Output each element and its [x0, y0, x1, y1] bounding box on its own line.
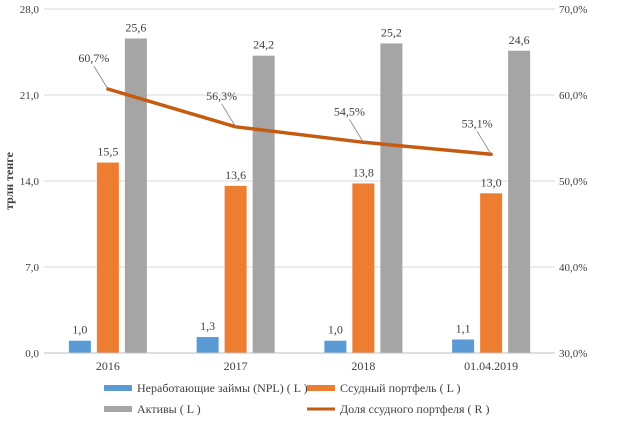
bar: [124, 38, 147, 353]
bar-value-label: 25,2: [381, 25, 402, 39]
legend-swatch: [307, 385, 335, 391]
line-value-label: 54,5%: [334, 104, 365, 118]
bar-value-label: 13,6: [225, 168, 246, 182]
line-label-leader: [476, 131, 492, 155]
y-tick-label-right: 40,0%: [559, 262, 587, 274]
bar: [480, 193, 503, 353]
bar-value-label: 1,1: [456, 321, 471, 335]
bar-value-label: 15,5: [97, 145, 118, 159]
x-tick-label: 2016: [96, 359, 120, 373]
bar-value-label: 25,6: [125, 20, 146, 34]
bar-value-label: 1,3: [200, 319, 215, 333]
legend-label: Ссудный портфель ( L ): [340, 381, 461, 395]
bars: [68, 38, 531, 354]
bar: [252, 55, 275, 353]
legend-label: Доля ссудного портфеля ( R ): [340, 402, 490, 416]
y-axis-title: трлн тенге: [2, 151, 16, 209]
line-value-label: 53,1%: [462, 116, 493, 130]
legend-swatch: [104, 385, 132, 391]
bar: [96, 162, 119, 353]
y-tick-label-left: 14,0: [20, 176, 40, 188]
bar: [352, 183, 375, 353]
bar: [68, 340, 91, 353]
y-tick-label-right: 70,0%: [559, 4, 587, 16]
line-label-leader: [221, 103, 236, 128]
x-tick-label: 2017: [224, 359, 248, 373]
bar: [452, 339, 475, 353]
bar-value-label: 24,2: [253, 38, 274, 52]
y-tick-label-left: 0,0: [25, 348, 39, 360]
bar-value-label: 1,0: [72, 323, 87, 337]
legend-swatch: [104, 406, 132, 412]
line-label-leader: [349, 119, 364, 143]
y-tick-label-left: 28,0: [20, 4, 40, 16]
axes: 0,0 7,0 14,0 21,0 28,0 30,0% 40,0% 50,0% 60,0% 70…: [2, 4, 587, 373]
x-tick-label: 2018: [351, 359, 375, 373]
x-tick-label: 01.04.2019: [464, 359, 518, 373]
ratio-line: [106, 87, 493, 157]
ratio-line-path: [106, 87, 493, 157]
bar: [508, 50, 531, 354]
y-tick-label-right: 60,0%: [559, 90, 587, 102]
y-tick-label-right: 30,0%: [559, 348, 587, 360]
y-tick-label-left: 21,0: [20, 90, 40, 102]
bar: [380, 43, 403, 354]
line-label-leader: [93, 65, 109, 90]
legend-label: Активы ( L ): [137, 402, 201, 416]
data-labels: 1,0 1,3 1,0 1,1 15,5 13,6 13,8 13,0 25,6 24,2 25,2…: [72, 20, 529, 336]
line-value-label: 56,3%: [206, 89, 237, 103]
bar-value-label: 13,0: [481, 175, 502, 189]
y-tick-label-left: 7,0: [25, 262, 39, 274]
bar: [324, 340, 347, 353]
legend: Неработающие займы (NPL) ( L ) Ссудный по…: [104, 381, 490, 416]
bar-value-label: 24,6: [509, 33, 530, 47]
bar-value-label: 13,8: [353, 165, 374, 179]
bar: [196, 337, 219, 353]
legend-label: Неработающие займы (NPL) ( L ): [137, 381, 308, 395]
bar-value-label: 1,0: [328, 323, 343, 337]
gridlines: [44, 8, 555, 268]
line-value-label: 60,7%: [78, 51, 109, 65]
y-tick-label-right: 50,0%: [559, 176, 587, 188]
bar: [224, 185, 247, 353]
